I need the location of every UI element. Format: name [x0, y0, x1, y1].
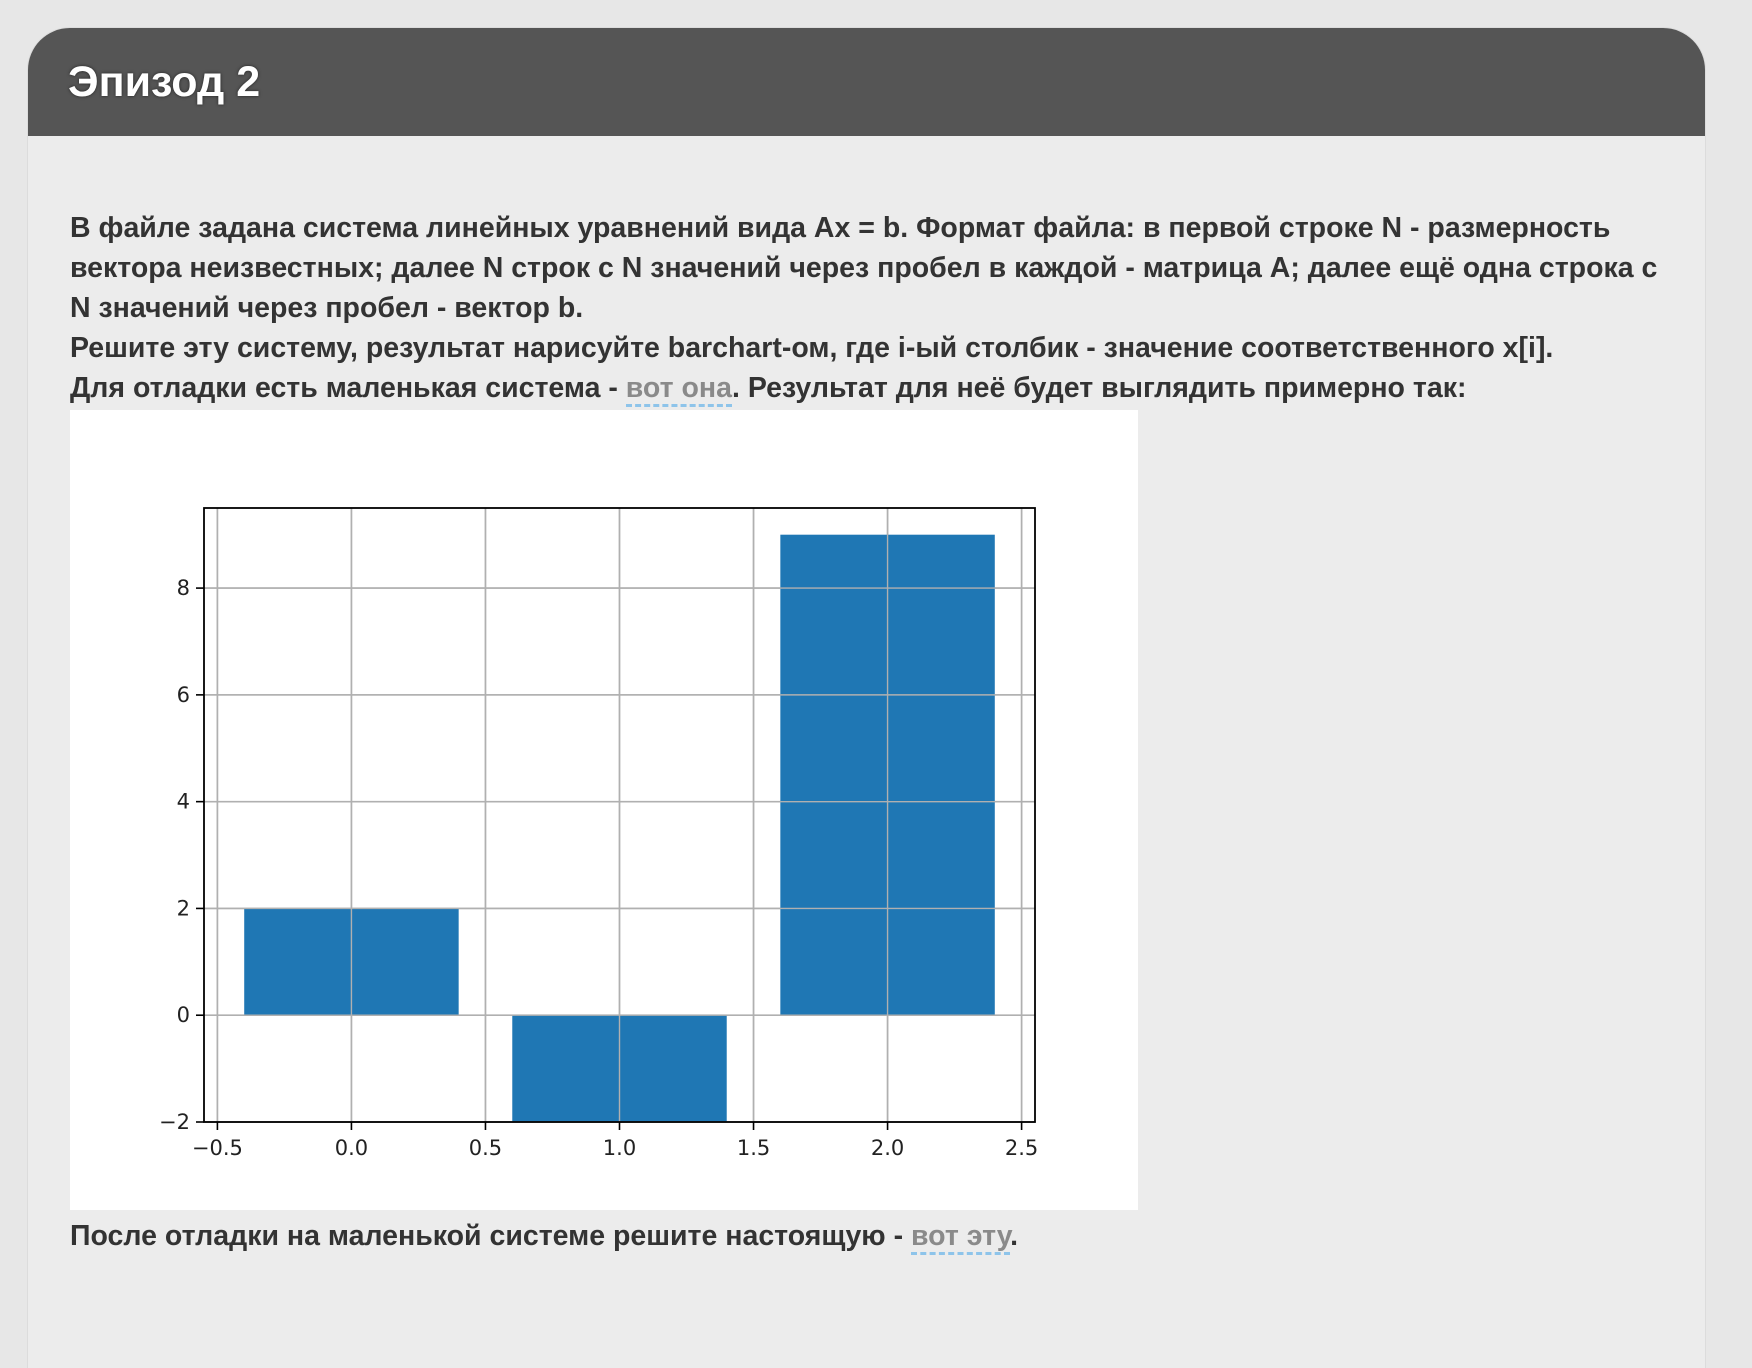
task-instruction-paragraph: Решите эту систему, результат нарисуйте …	[70, 332, 1554, 364]
x-tick-label: 0.5	[469, 1136, 502, 1160]
episode-title: Эпизод 2	[68, 57, 261, 106]
debug-system-link[interactable]: вот она	[625, 372, 732, 407]
final-suffix: .	[1010, 1220, 1019, 1252]
task-description: В файле задана система линейных уравнени…	[28, 136, 1705, 1256]
x-tick-label: 0.0	[335, 1136, 368, 1160]
x-tick-label: 2.0	[871, 1136, 904, 1160]
final-paragraph: После отладки на маленькой системе решит…	[70, 1216, 1665, 1256]
bar-chart: −0.5 0.0 0.5 1.0 1.5 2.0 2.5 −2 0 2 4 6 8	[159, 507, 1038, 1160]
y-tick-label: 2	[177, 896, 190, 920]
card-header: Эпизод 2	[28, 28, 1705, 136]
y-tick-label: −2	[159, 1110, 190, 1134]
debug-paragraph: Для отладки есть маленькая система - вот…	[70, 368, 1665, 408]
x-tick-label: 1.5	[737, 1136, 770, 1160]
final-prefix: После отладки на маленькой системе решит…	[70, 1220, 911, 1252]
x-tick-label: 1.0	[603, 1136, 636, 1160]
y-tick-label: 0	[177, 1003, 190, 1027]
chart-axes: −0.5 0.0 0.5 1.0 1.5 2.0 2.5 −2 0 2 4 6 8	[159, 507, 1038, 1160]
y-tick-label: 6	[177, 683, 190, 707]
debug-prefix: Для отладки есть маленькая система -	[70, 372, 626, 404]
y-tick-label: 4	[177, 790, 190, 814]
real-system-link[interactable]: вот эту	[910, 1220, 1011, 1255]
example-result-chart: −0.5 0.0 0.5 1.0 1.5 2.0 2.5 −2 0 2 4 6 8	[70, 410, 1138, 1210]
x-tick-label: 2.5	[1005, 1136, 1038, 1160]
x-tick-label: −0.5	[192, 1136, 243, 1160]
task-format-paragraph: В файле задана система линейных уравнени…	[70, 212, 1658, 324]
y-tick-label: 8	[177, 576, 190, 600]
debug-suffix: . Результат для неё будет выглядить прим…	[731, 372, 1467, 404]
episode-card: Эпизод 2 В файле задана система линейных…	[28, 28, 1705, 1368]
